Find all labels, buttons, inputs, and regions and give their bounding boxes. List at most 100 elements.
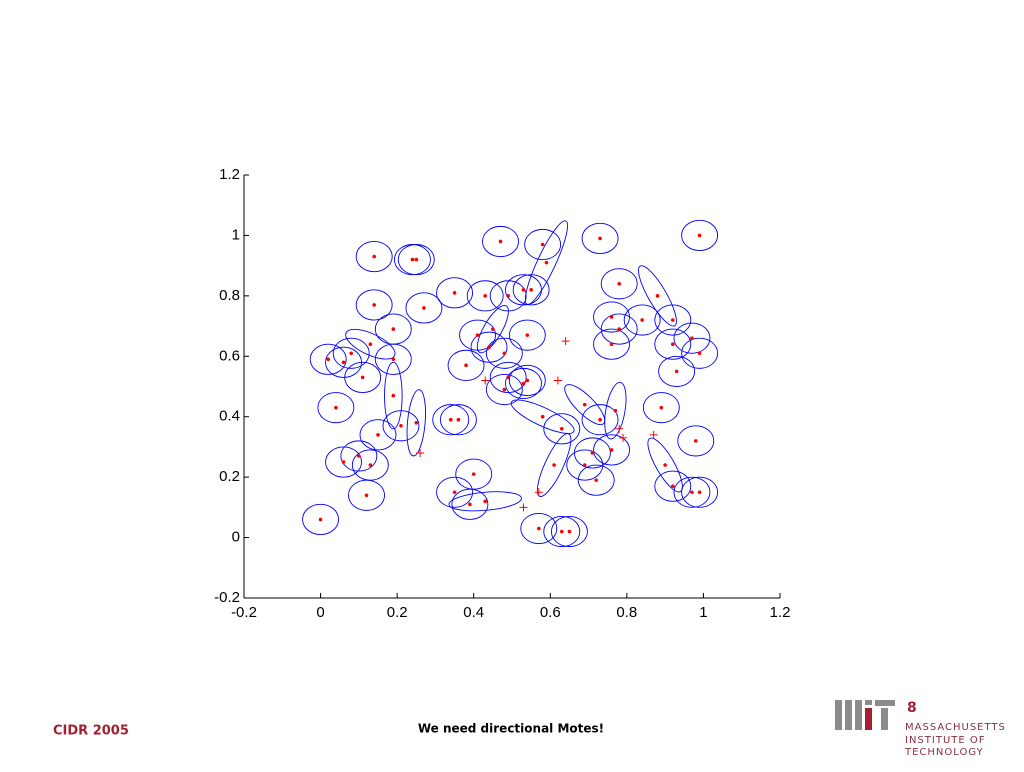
uncertainty-ellipse [581, 222, 619, 255]
uncertainty-ellipse [593, 434, 630, 466]
uncertainty-ellipse [340, 440, 378, 472]
uncertainty-ellipse [681, 219, 719, 251]
uncertainty-ellipse [448, 491, 522, 512]
point [529, 288, 533, 292]
cross-marker [416, 448, 425, 457]
uncertainty-ellipse [345, 328, 396, 360]
point [609, 315, 614, 319]
uncertainty-ellipse [432, 404, 470, 436]
cross-marker [519, 503, 528, 512]
point [399, 423, 403, 428]
point [598, 236, 602, 241]
point [502, 387, 507, 392]
uncertainty-ellipse [647, 437, 683, 493]
cross-marker [553, 376, 562, 385]
point [349, 351, 354, 356]
uncertainty-ellipse [348, 479, 385, 511]
point [334, 405, 338, 410]
cross-marker [615, 424, 624, 433]
point [502, 351, 507, 356]
uncertainty-ellipse [355, 289, 393, 321]
point [613, 408, 618, 413]
logo-text: MASSACHUSETTS [905, 722, 1006, 733]
uncertainty-ellipse [593, 328, 630, 360]
uncertainty-ellipse [543, 515, 581, 548]
x-tick-label: 0.6 [540, 604, 561, 621]
x-tick-label: 0.8 [616, 604, 637, 621]
point [318, 517, 323, 522]
uncertainty-ellipse [638, 265, 677, 327]
cross-marker [619, 433, 628, 442]
point [674, 369, 679, 374]
point [376, 433, 380, 437]
uncertainty-ellipse [447, 349, 485, 381]
point [693, 439, 698, 443]
point [521, 288, 526, 292]
point [471, 472, 476, 476]
point [697, 490, 702, 495]
y-tick-label: 0.2 [219, 468, 240, 485]
point [690, 490, 694, 495]
point [448, 417, 453, 422]
uncertainty-ellipse [677, 425, 715, 457]
uncertainty-ellipse [564, 384, 606, 426]
point [552, 463, 556, 467]
point [671, 318, 675, 322]
uncertainty-ellipse [673, 322, 711, 354]
point [559, 427, 564, 431]
uncertainty-ellipse [623, 304, 661, 336]
uncertainty-ellipse [581, 404, 619, 436]
point [456, 417, 461, 422]
y-tick-label: 0.6 [219, 347, 240, 364]
uncertainty-ellipse [577, 464, 615, 496]
uncertainty-ellipse [673, 476, 711, 508]
point [671, 342, 675, 347]
uncertainty-ellipse [681, 337, 719, 369]
point [506, 375, 510, 380]
uncertainty-ellipse [658, 355, 696, 387]
point [598, 417, 602, 422]
point [498, 239, 503, 244]
uncertainty-ellipse [508, 364, 546, 397]
point [525, 378, 530, 383]
cross-marker [561, 337, 570, 346]
uncertainty-ellipse [451, 488, 489, 520]
point [410, 257, 415, 262]
uncertainty-ellipse [510, 399, 575, 434]
uncertainty-ellipse [485, 337, 523, 369]
x-tick-label: 0.2 [387, 604, 408, 621]
x-tick-label: 0 [316, 604, 324, 621]
uncertainty-ellipse [439, 404, 477, 436]
point [368, 463, 373, 467]
uncertainty-ellipse [332, 337, 370, 369]
point [617, 281, 621, 286]
uncertainty-ellipse [359, 419, 397, 451]
point [544, 260, 549, 265]
point [341, 460, 346, 464]
point [540, 242, 545, 247]
logo-text: TECHNOLOGY [904, 747, 984, 758]
uncertainty-ellipse [681, 476, 719, 508]
uncertainty-ellipse [505, 367, 542, 400]
point [609, 448, 614, 452]
cross-marker [649, 430, 658, 439]
point [617, 327, 621, 331]
point [491, 327, 495, 331]
mit-logo [835, 700, 895, 730]
footer-left: CIDR 2005 [53, 724, 129, 739]
uncertainty-ellipse [374, 343, 412, 375]
y-tick-label: 0.8 [219, 287, 240, 304]
x-tick-label: -0.2 [231, 604, 257, 621]
point [422, 306, 426, 310]
uncertainty-ellipse [470, 331, 508, 363]
uncertainty-ellipse [466, 280, 504, 312]
uncertainty-ellipse [382, 410, 420, 442]
y-tick-label: 0 [232, 529, 240, 546]
cross-marker [481, 376, 490, 385]
point [697, 351, 702, 356]
uncertainty-ellipse [476, 304, 509, 354]
point [590, 451, 595, 455]
y-tick-label: 1 [232, 226, 240, 243]
y-tick-label: 0.4 [219, 408, 240, 425]
uncertainty-ellipse [536, 433, 572, 497]
